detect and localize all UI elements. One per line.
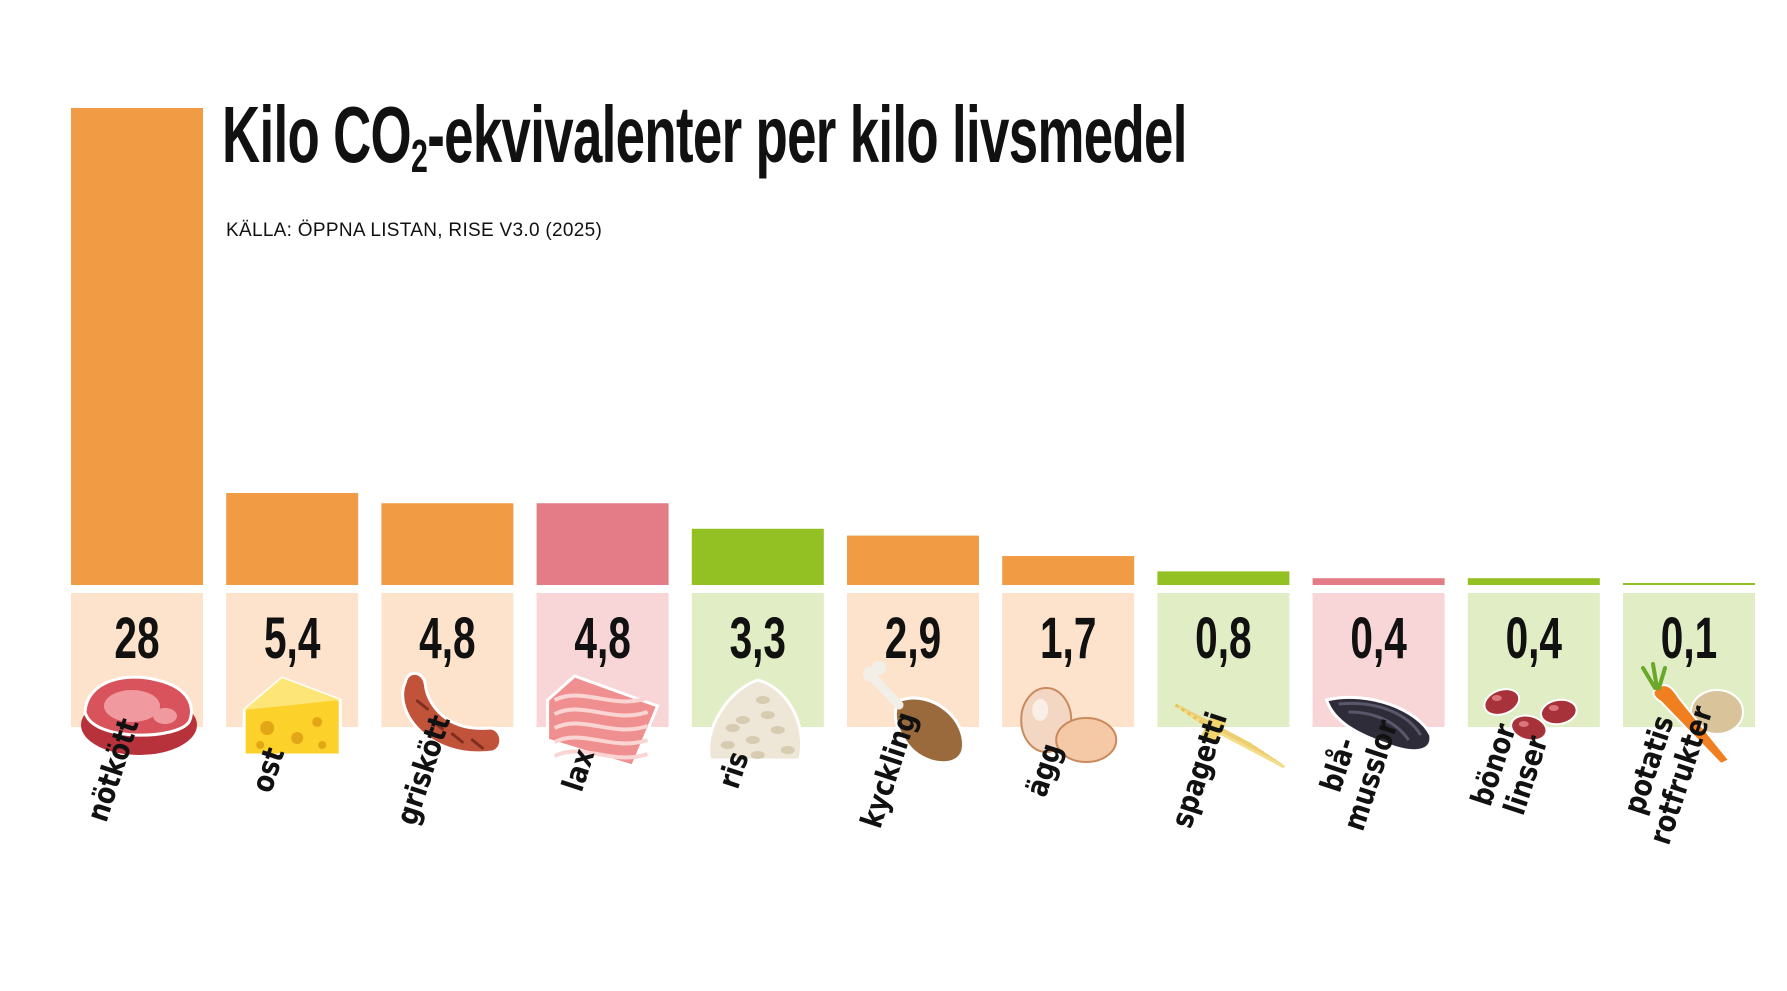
bar bbox=[381, 503, 514, 585]
data-label: 5,4 bbox=[264, 606, 321, 671]
data-label: 2,9 bbox=[885, 606, 941, 671]
chart-source: KÄLLA: ÖPPNA LISTAN, RISE V3.0 (2025) bbox=[226, 220, 603, 241]
chicken-leg-icon bbox=[863, 661, 965, 765]
value-box bbox=[1157, 593, 1290, 727]
salmon-icon bbox=[546, 674, 660, 768]
bar bbox=[536, 503, 669, 585]
eggs-icon bbox=[1020, 687, 1118, 763]
sausage-icon bbox=[401, 671, 503, 755]
data-label: 3,3 bbox=[730, 606, 786, 671]
carrot-potato-icon bbox=[1641, 662, 1744, 766]
cheese-icon bbox=[242, 676, 342, 757]
bar bbox=[1312, 578, 1445, 585]
data-label: 1,7 bbox=[1040, 606, 1096, 671]
data-label: 0,1 bbox=[1661, 606, 1717, 671]
bar bbox=[1467, 578, 1600, 585]
bar bbox=[847, 535, 979, 585]
data-label: 28 bbox=[114, 606, 159, 671]
chart-title: Kilo CO2-ekvivalenter per kilo livsmedel bbox=[222, 90, 1187, 182]
spaghetti-icon bbox=[1174, 703, 1286, 769]
data-label: 0,8 bbox=[1195, 606, 1251, 671]
data-label: 0,4 bbox=[1506, 606, 1563, 671]
data-label: 4,8 bbox=[574, 606, 630, 671]
svg-text:griskött: griskött bbox=[389, 711, 458, 829]
svg-text:ägg: ägg bbox=[1019, 739, 1069, 801]
bar bbox=[691, 528, 824, 585]
bar bbox=[1623, 583, 1755, 585]
mussel-icon bbox=[1324, 695, 1433, 753]
bar bbox=[1157, 571, 1290, 585]
bar bbox=[1002, 556, 1135, 585]
category-label: griskött bbox=[389, 711, 458, 829]
beans-icon bbox=[1483, 688, 1578, 742]
data-label: 4,8 bbox=[419, 606, 475, 671]
rice-icon bbox=[707, 678, 803, 762]
category-label: ägg bbox=[1019, 739, 1069, 801]
bar bbox=[71, 108, 203, 585]
bar bbox=[226, 493, 359, 585]
data-label: 0,4 bbox=[1350, 606, 1407, 671]
steak-icon bbox=[81, 675, 197, 755]
